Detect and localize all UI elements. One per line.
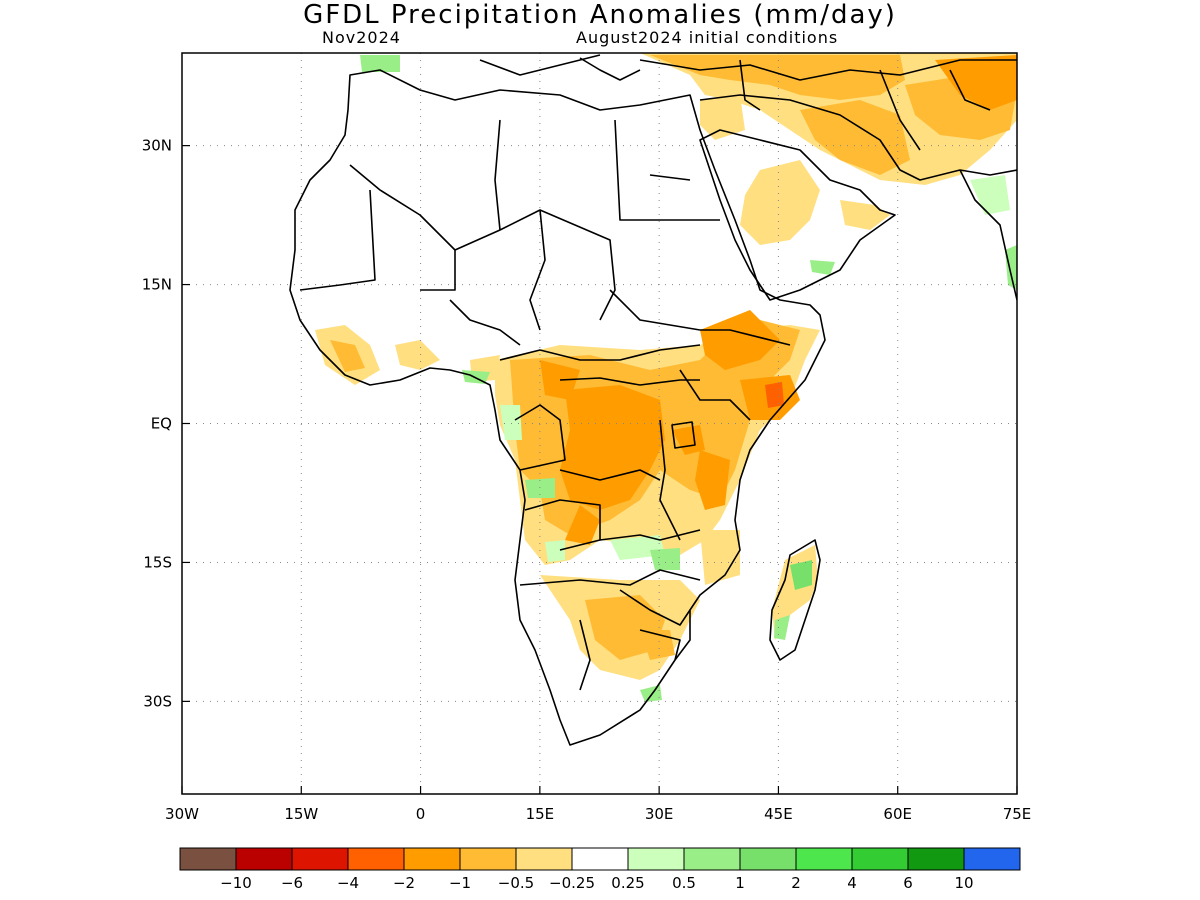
colorbar-swatch	[459, 847, 517, 871]
colorbar-swatch	[907, 847, 965, 871]
colorbar-swatch	[235, 847, 293, 871]
colorbar-label: 4	[847, 874, 857, 892]
colorbar-label: 0.25	[611, 874, 644, 892]
colorbar-label: 1	[735, 874, 745, 892]
colorbar-label: −6	[281, 874, 303, 892]
colorbar-swatch	[515, 847, 573, 871]
lat-label: 15N	[142, 276, 172, 294]
colorbar	[179, 847, 1021, 871]
colorbar-label: 10	[954, 874, 973, 892]
lon-label: 30W	[165, 805, 199, 823]
coastlines	[289, 54, 1017, 746]
lon-label: 15W	[284, 805, 318, 823]
colorbar-swatch	[683, 847, 741, 871]
lat-label: 30S	[143, 692, 172, 710]
colorbar-swatch	[739, 847, 797, 871]
lat-label: 15S	[143, 553, 172, 571]
colorbar-swatch	[963, 847, 1021, 871]
initial-conditions: August2024 initial conditions	[576, 28, 839, 47]
lon-label: 0	[416, 805, 426, 823]
lon-label: 30E	[645, 805, 674, 823]
colorbar-swatch	[795, 847, 853, 871]
forecast-month: Nov2024	[322, 28, 401, 47]
colorbar-swatch	[291, 847, 349, 871]
colorbar-labels: −10 −6 −4 −2 −1 −0.5 −0.25 0.25 0.5 1 2 4 6 10	[220, 874, 973, 892]
colorbar-label: −2	[393, 874, 415, 892]
lon-label: 45E	[764, 805, 793, 823]
colorbar-swatch	[851, 847, 909, 871]
colorbar-label: 0.5	[672, 874, 696, 892]
colorbar-label: −10	[220, 874, 252, 892]
colorbar-swatch	[571, 847, 629, 871]
colorbar-label: 2	[791, 874, 801, 892]
colorbar-label: 6	[903, 874, 913, 892]
lon-label: 75E	[1003, 805, 1032, 823]
latitude-labels: 30N 15N EQ 15S 30S	[142, 137, 172, 711]
lat-label: 30N	[142, 137, 172, 155]
lon-label: 15E	[526, 805, 555, 823]
colorbar-label: −0.5	[498, 874, 534, 892]
map-title: GFDL Precipitation Anomalies (mm/day)	[303, 0, 897, 30]
anomaly-shading	[315, 53, 1017, 702]
colorbar-swatch	[627, 847, 685, 871]
colorbar-label: −0.25	[549, 874, 595, 892]
colorbar-swatch	[179, 847, 237, 871]
axis-ticks	[181, 145, 1018, 794]
colorbar-swatch	[347, 847, 405, 871]
lat-label: EQ	[151, 415, 172, 433]
colorbar-swatch	[403, 847, 461, 871]
longitude-labels: 30W 15W 0 15E 30E 45E 60E 75E	[165, 805, 1031, 823]
colorbar-label: −1	[449, 874, 471, 892]
colorbar-label: −4	[337, 874, 359, 892]
lon-label: 60E	[883, 805, 912, 823]
